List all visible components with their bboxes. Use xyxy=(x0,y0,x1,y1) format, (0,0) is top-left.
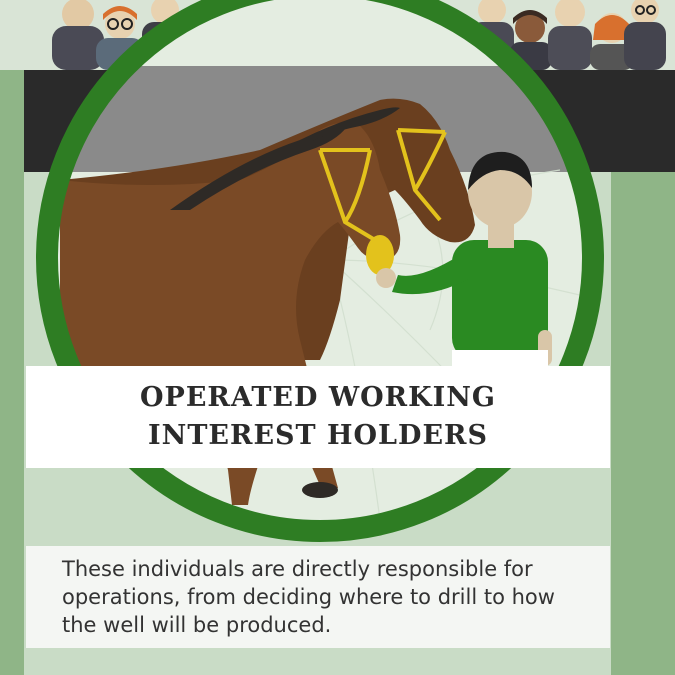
frame-ring xyxy=(36,0,604,542)
title-line-2: INTEREST HOLDERS xyxy=(148,420,488,451)
description-box: These individuals are directly responsib… xyxy=(26,546,610,648)
description-text: These individuals are directly responsib… xyxy=(62,557,555,637)
title-line-1: OPERATED WORKING xyxy=(140,382,496,413)
title-banner: OPERATED WORKING INTEREST HOLDERS xyxy=(26,366,610,468)
